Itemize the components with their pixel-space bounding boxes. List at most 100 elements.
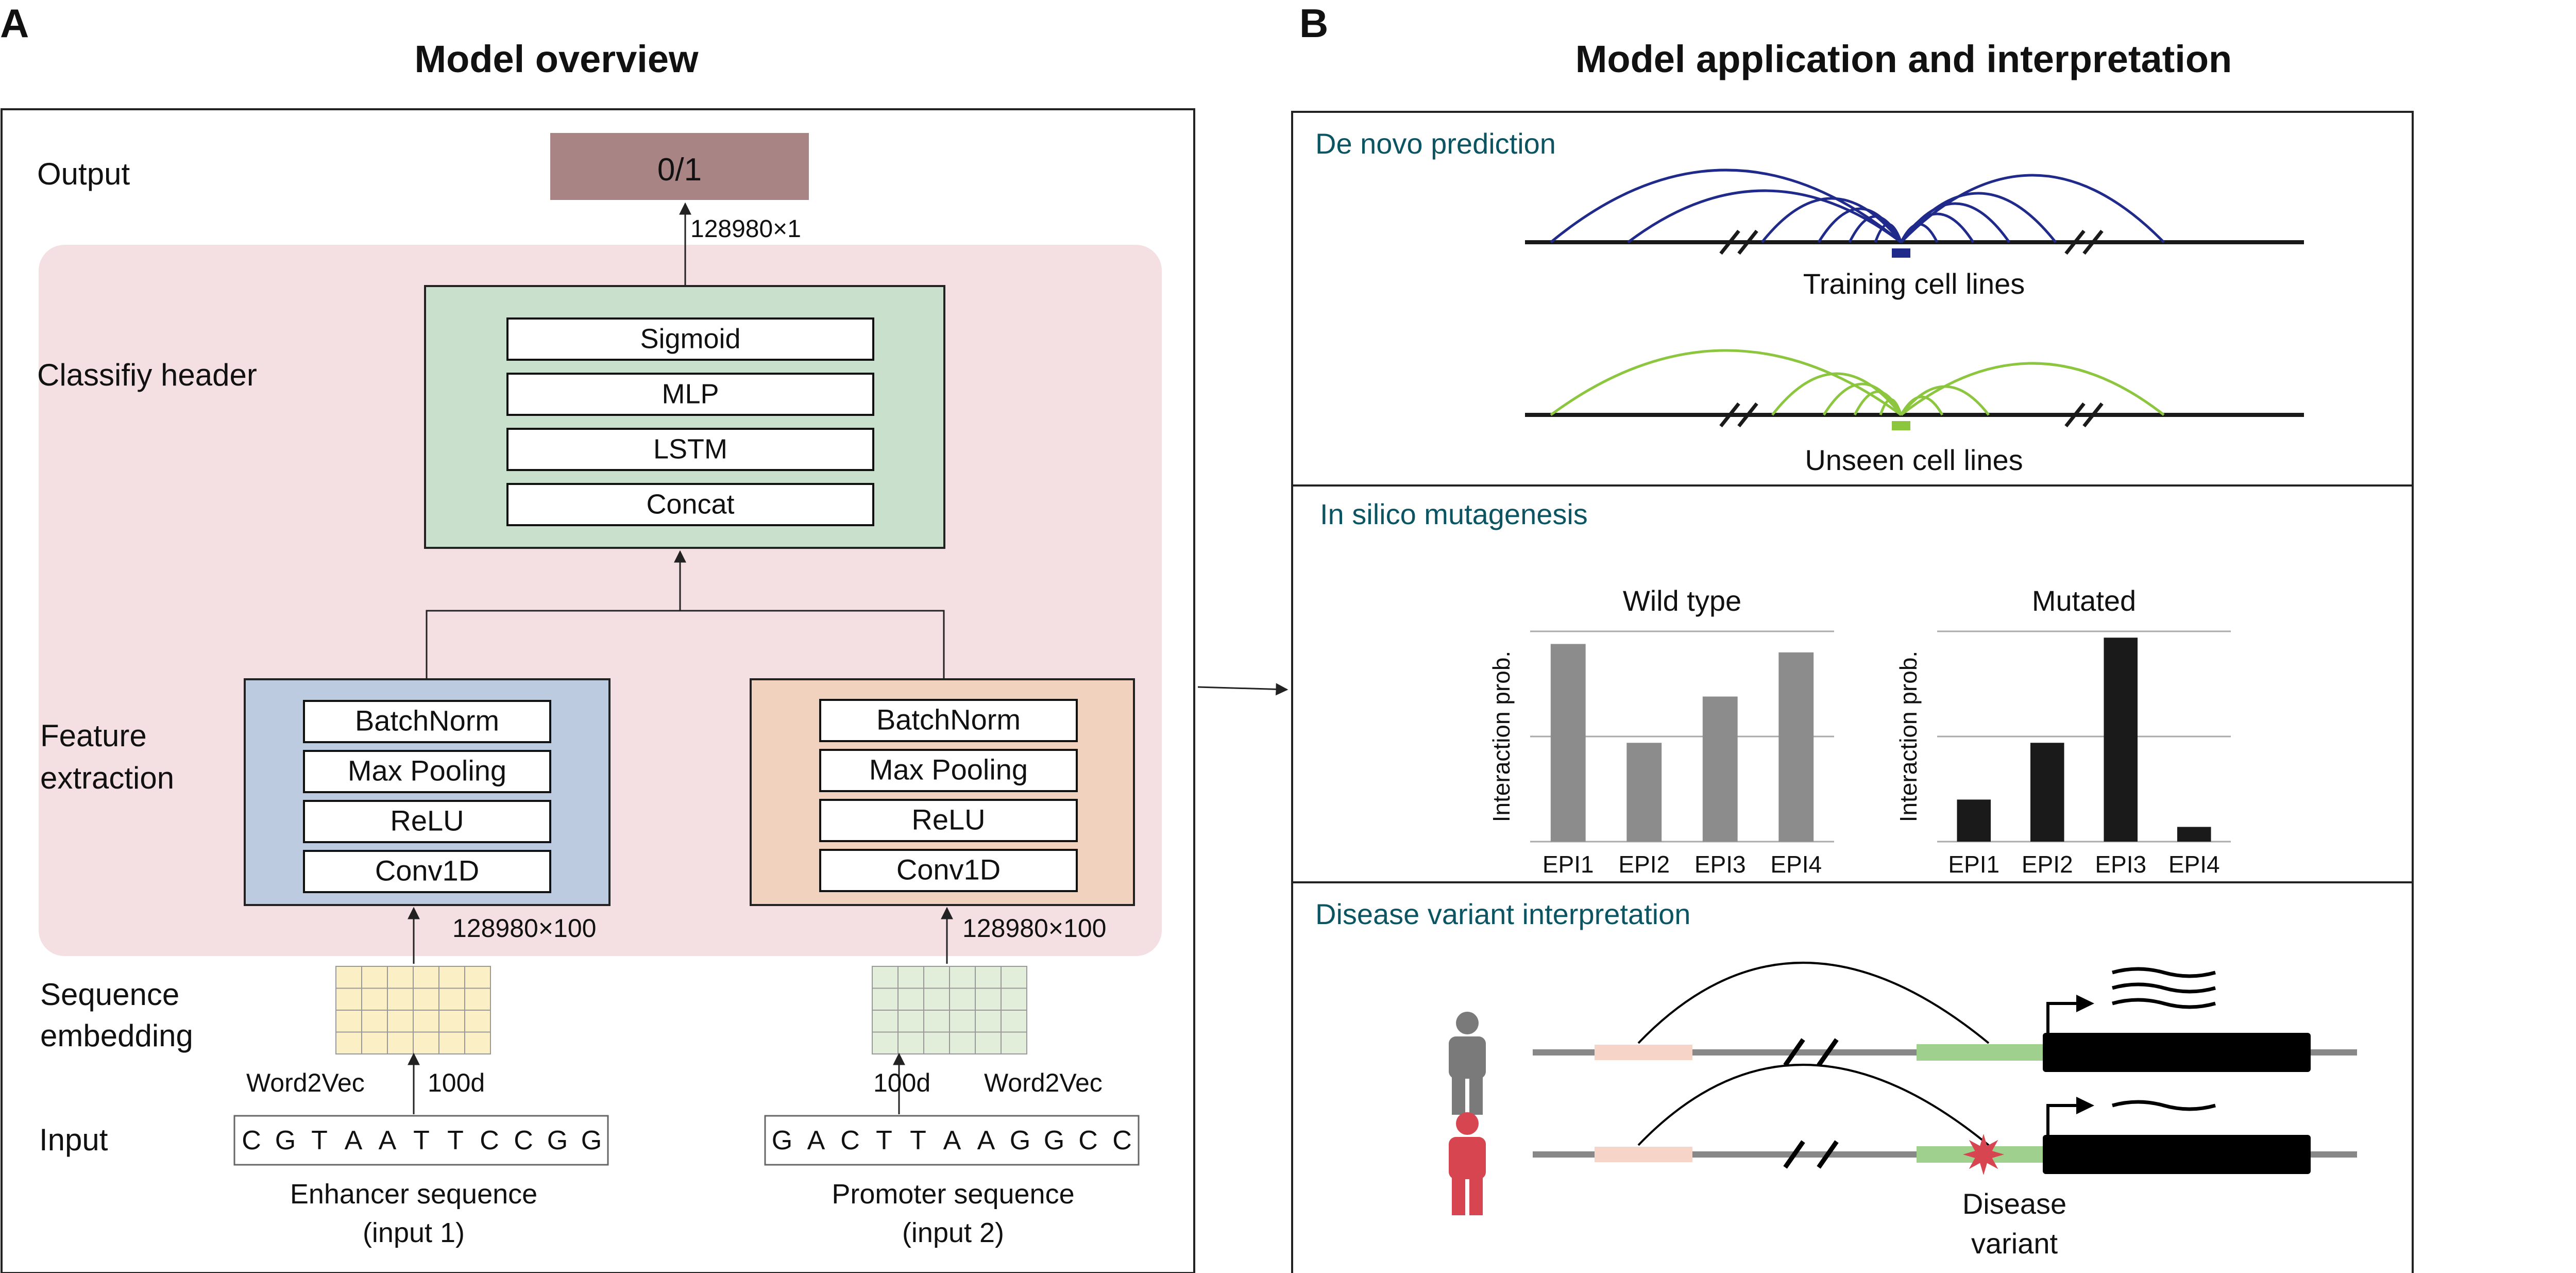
disease-person-icon-torso <box>1449 1137 1486 1179</box>
unseen-arc <box>1879 398 1903 415</box>
disease-break-a <box>1783 1140 1805 1169</box>
enhancer-base-4: A <box>379 1126 397 1155</box>
promoter-base-9: C <box>1078 1126 1098 1155</box>
training-break-a <box>1719 229 1740 255</box>
chart-1-bar-epi2 <box>2030 743 2064 842</box>
left-embed-method: Word2Vec <box>246 1068 365 1097</box>
feature-dim-right: 128980×100 <box>962 914 1106 943</box>
output-dim: 128980×1 <box>690 215 801 243</box>
disease-variant-icon <box>1963 1134 2004 1175</box>
chart-wild-type: Wild type Interaction prob. EPI1 EPI2 EPI3 EP… <box>1488 584 1834 878</box>
classifier-layer-3: Concat <box>646 489 734 520</box>
row-label-input: Input <box>39 1123 108 1157</box>
healthy-person-icon-torso <box>1449 1036 1486 1079</box>
promoter-base-4: T <box>910 1126 926 1155</box>
disease-tss-head <box>2076 1097 2094 1114</box>
disease-break-b <box>1817 1140 1839 1169</box>
row-label-sequence-2: embedding <box>40 1018 193 1053</box>
promoter-sequence-box <box>764 1115 1140 1166</box>
right-embed-method: Word2Vec <box>984 1068 1103 1097</box>
healthy-gene-body <box>2043 1033 2311 1072</box>
enhancer-label-1: Enhancer sequence <box>290 1179 537 1210</box>
disease-person-icon-leg-right <box>1469 1175 1483 1215</box>
unseen-break-b <box>1737 402 1758 428</box>
chart-1-tick-0: EPI1 <box>1948 851 1999 878</box>
chart-0-tick-2: EPI3 <box>1694 851 1746 878</box>
row-label-output: Output <box>37 157 130 191</box>
feature-layer-left-1: Max Pooling <box>348 755 506 787</box>
disease-title: Disease variant interpretation <box>1315 898 1690 930</box>
row-label-feature-2: extraction <box>40 761 174 795</box>
healthy-promoter <box>1917 1044 2048 1061</box>
training-arc <box>1550 169 1902 243</box>
output-box <box>550 133 809 200</box>
classifier-layer-1: MLP <box>662 379 719 410</box>
training-anchor <box>1892 248 1910 258</box>
panel-b-letter: B <box>1299 1 1328 46</box>
training-arcs <box>1525 169 2304 258</box>
embedding-grid-left <box>335 966 491 1054</box>
panel-link-arrow <box>1197 683 1289 696</box>
feature-layer-left-3: Conv1D <box>375 855 479 887</box>
de-novo-title: De novo prediction <box>1315 127 1556 160</box>
output-value: 0/1 <box>657 152 702 188</box>
disease-person-icon-leg-left <box>1452 1175 1465 1215</box>
feature-layer-right-2-box <box>819 799 1078 842</box>
enhancer-base-5: T <box>413 1126 430 1155</box>
variant-label-2: variant <box>1971 1227 2058 1260</box>
panel-b-title: Model application and interpretation <box>1575 38 2232 80</box>
enhancer-base-7: C <box>480 1126 499 1155</box>
panel-b: B Model application and interpretation D… <box>1291 1 2414 1273</box>
feature-dim-left: 128980×100 <box>452 914 596 943</box>
chart-0-tick-0: EPI1 <box>1543 851 1594 878</box>
row-label-sequence-1: Sequence <box>40 977 179 1012</box>
training-arc <box>1848 215 1903 243</box>
training-break-a <box>2064 229 2086 255</box>
chart-1-bar-epi4 <box>2177 827 2211 842</box>
chart-0-bar-epi3 <box>1702 696 1738 842</box>
disease-enhancer <box>1595 1147 1692 1162</box>
chart-0-ylabel: Interaction prob. <box>1488 651 1515 822</box>
healthy-break-a <box>1783 1038 1805 1067</box>
chart-0-bar-epi1 <box>1550 644 1586 842</box>
enhancer-base-8: C <box>514 1126 533 1155</box>
healthy-person-icon-head <box>1456 1012 1479 1034</box>
chart-1-tick-1: EPI2 <box>2022 851 2073 878</box>
enhancer-base-0: C <box>242 1126 261 1155</box>
feature-layers-right: BatchNorm Max Pooling ReLU Conv1D <box>819 699 1078 892</box>
panel-a-frame <box>1 108 1195 1273</box>
training-arc <box>1761 197 1902 243</box>
chart-1-bar-epi3 <box>2104 638 2138 842</box>
promoter-base-2: C <box>840 1126 860 1155</box>
training-arc <box>1874 223 1903 243</box>
healthy-tss-arrow <box>2046 1002 2079 1033</box>
unseen-break-a <box>1719 402 1740 428</box>
healthy-break-b <box>1817 1038 1839 1067</box>
classifier-layer-0-box <box>506 317 874 361</box>
chart-1-title: Mutated <box>2032 584 2136 617</box>
promoter-base-1: A <box>807 1126 825 1155</box>
healthy-transcript <box>2112 998 2216 1009</box>
promoter-base-8: G <box>1044 1126 1064 1155</box>
training-arc <box>1900 174 2165 243</box>
chart-1-tick-3: EPI4 <box>2168 851 2220 878</box>
feature-layer-left-2: ReLU <box>390 805 464 837</box>
unseen-arc <box>1771 372 1902 416</box>
panel-a: A Model overview Output Classifiy header… <box>0 1 1195 1273</box>
enhancer-base-6: T <box>447 1126 464 1155</box>
unseen-label: Unseen cell lines <box>1805 444 2023 476</box>
chart-0-title: Wild type <box>1623 584 1741 617</box>
disease-transcript <box>2112 1100 2216 1111</box>
disease-loop <box>1637 1064 1990 1146</box>
right-embed-size: 100d <box>873 1068 930 1097</box>
mutagenesis-title: In silico mutagenesis <box>1320 498 1588 530</box>
unseen-arcs <box>1525 349 2304 430</box>
healthy-person-icon-leg-right <box>1469 1075 1483 1115</box>
promoter-base-3: T <box>876 1126 892 1155</box>
disease-person-icon-head <box>1456 1112 1479 1135</box>
enhancer-sequence-box <box>233 1115 609 1166</box>
enhancer-base-1: G <box>275 1126 296 1155</box>
